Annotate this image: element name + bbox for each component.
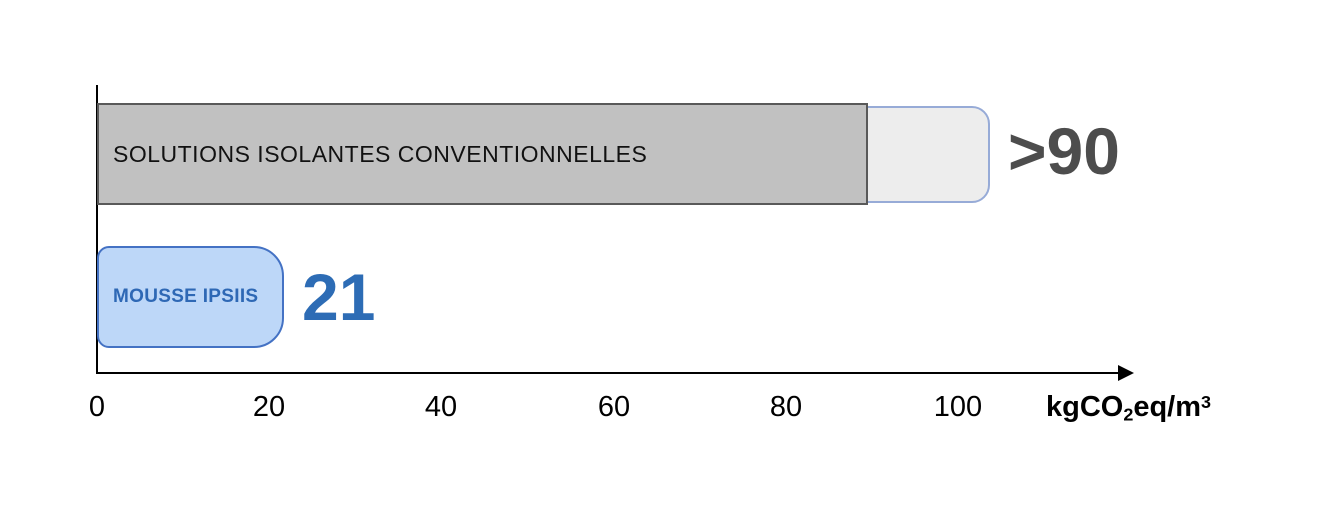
bar-ipsiis-label: MOUSSE IPSIIS (113, 286, 259, 307)
x-axis-unit-part1: kgCO (1046, 391, 1124, 423)
value-label-ipsiis: 21 (302, 260, 376, 334)
x-tick-80: 80 (769, 391, 803, 423)
value-label-conventional: >90 (1008, 114, 1120, 188)
bar-ipsiis: MOUSSE IPSIIS (97, 246, 284, 348)
y-axis-line (96, 85, 98, 374)
bar-conventional: SOLUTIONS ISOLANTES CONVENTIONNELLES (97, 103, 868, 205)
bar-conventional-extension (862, 106, 990, 203)
x-axis-unit-label: kgCO2eq/m3 (1046, 391, 1211, 425)
x-axis-unit-part2: eq/m (1133, 391, 1202, 423)
x-tick-40: 40 (424, 391, 458, 423)
x-tick-100: 100 (933, 391, 983, 423)
x-tick-0: 0 (88, 391, 106, 423)
x-axis-arrow-icon (1118, 365, 1134, 381)
x-axis-unit-subscript: 2 (1123, 404, 1134, 425)
x-tick-60: 60 (597, 391, 631, 423)
x-axis-line (96, 372, 1120, 374)
x-axis-unit-superscript: 3 (1201, 391, 1212, 412)
x-tick-20: 20 (252, 391, 286, 423)
bar-conventional-label: SOLUTIONS ISOLANTES CONVENTIONNELLES (113, 140, 648, 167)
